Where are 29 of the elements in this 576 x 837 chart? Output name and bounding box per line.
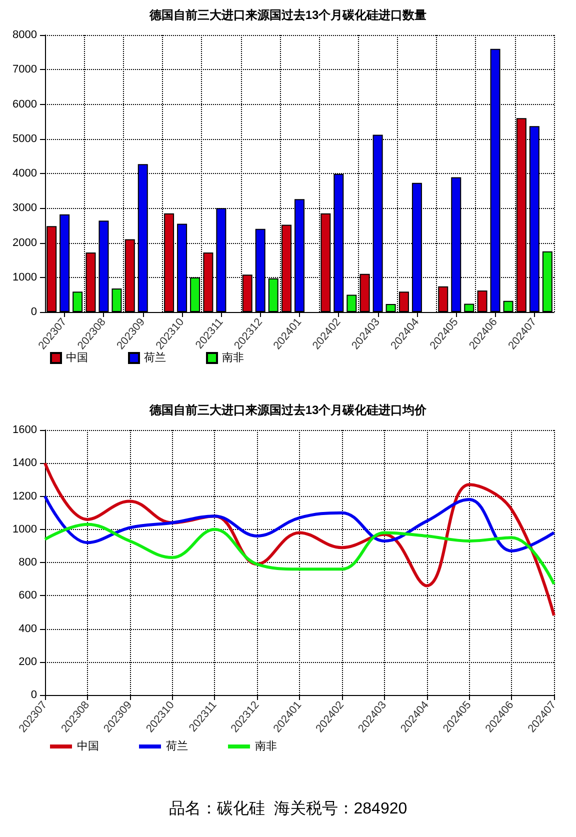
legend-label: 荷兰 xyxy=(144,351,166,364)
legend-label: 荷兰 xyxy=(166,740,188,752)
y-tick-label: 7000 xyxy=(12,64,37,76)
y-tick-label: 400 xyxy=(18,622,37,635)
y-tick-label: 5000 xyxy=(12,132,37,145)
legend-label: 南非 xyxy=(255,740,277,752)
legend-label: 中国 xyxy=(66,351,88,364)
line-series xyxy=(44,494,556,552)
y-tick-label: 8000 xyxy=(12,29,37,41)
y-tick-label: 6000 xyxy=(12,98,37,110)
legend-label: 中国 xyxy=(77,740,99,752)
y-tick-label: 600 xyxy=(18,590,37,602)
y-tick-label: 1600 xyxy=(12,424,37,436)
y-tick-label: 3000 xyxy=(12,202,37,214)
y-tick-label: 2000 xyxy=(12,236,37,249)
y-tick-label: 4000 xyxy=(12,168,37,180)
y-tick-label: 1200 xyxy=(12,490,37,502)
line-series xyxy=(44,522,556,586)
y-tick-label: 0 xyxy=(30,306,37,318)
y-tick-label: 0 xyxy=(30,689,37,701)
y-tick-label: 200 xyxy=(18,656,37,668)
y-tick-label: 800 xyxy=(18,556,37,568)
chart-title: 德国自前三大进口来源国过去13个月碳化硅进口均价 xyxy=(148,403,428,417)
legend-label: 南非 xyxy=(222,351,244,364)
y-tick-label: 1000 xyxy=(12,523,37,536)
chart-title: 德国自前三大进口来源国过去13个月碳化硅进口数量 xyxy=(148,8,427,22)
y-tick-label: 1400 xyxy=(12,457,37,470)
y-tick-label: 1000 xyxy=(12,271,37,284)
text: 品名：碳化硅 海关税号：284920 xyxy=(168,800,408,818)
